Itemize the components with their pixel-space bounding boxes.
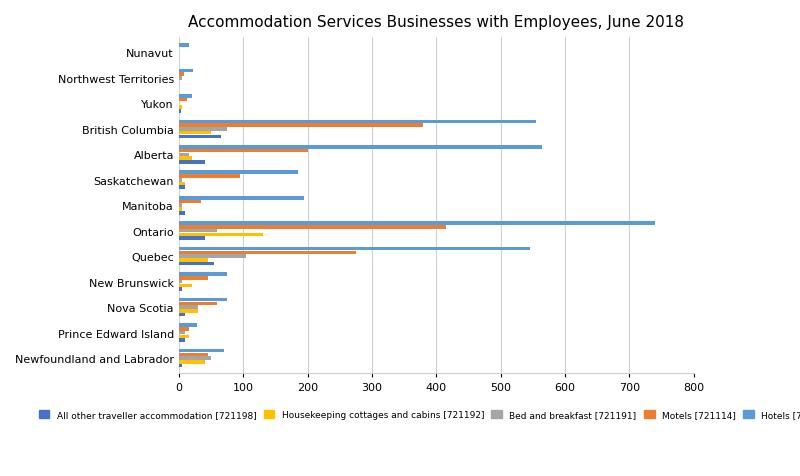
Bar [179,135,221,139]
Bar [179,288,182,291]
Bar [179,128,227,131]
Bar [179,222,655,226]
Bar [179,161,205,164]
Bar [179,178,182,182]
Bar [179,44,189,48]
Bar [179,364,182,367]
Bar [179,233,262,237]
Legend: All other traveller accommodation [721198], Housekeeping cottages and cabins [72: All other traveller accommodation [72119… [35,407,800,423]
Bar [179,353,208,357]
Bar [179,73,184,77]
Bar [179,262,214,266]
Bar [179,327,189,331]
Bar [179,360,205,364]
Bar [179,251,356,255]
Bar [179,120,536,124]
Bar [179,182,186,186]
Bar [179,77,182,80]
Bar [179,280,182,284]
Bar [179,124,423,128]
Bar [179,277,208,280]
Bar [179,157,192,160]
Bar [179,349,224,353]
Bar [179,106,182,109]
Bar [179,338,186,342]
Bar [179,99,186,102]
Bar [179,335,189,338]
Bar [179,229,218,233]
Bar [179,171,298,175]
Bar [179,69,193,73]
Bar [179,186,186,189]
Bar [179,237,205,240]
Bar [179,153,189,157]
Bar [179,255,246,258]
Bar [179,95,192,99]
Bar [179,331,186,335]
Bar [179,357,211,360]
Bar [179,273,227,277]
Bar [179,302,218,306]
Bar [179,200,202,204]
Bar [179,131,211,135]
Bar [179,298,227,302]
Bar [179,258,208,262]
Bar [179,284,192,288]
Bar [179,197,304,200]
Bar [179,204,182,208]
Bar [179,226,446,229]
Bar [179,208,182,211]
Bar [179,313,186,317]
Bar [179,149,307,153]
Bar [179,211,185,215]
Bar [179,324,197,327]
Bar [179,110,181,113]
Bar [179,306,198,309]
Bar [179,248,530,251]
Bar [179,146,542,149]
Bar [179,309,198,313]
Title: Accommodation Services Businesses with Employees, June 2018: Accommodation Services Businesses with E… [188,15,684,30]
Bar [179,175,240,178]
